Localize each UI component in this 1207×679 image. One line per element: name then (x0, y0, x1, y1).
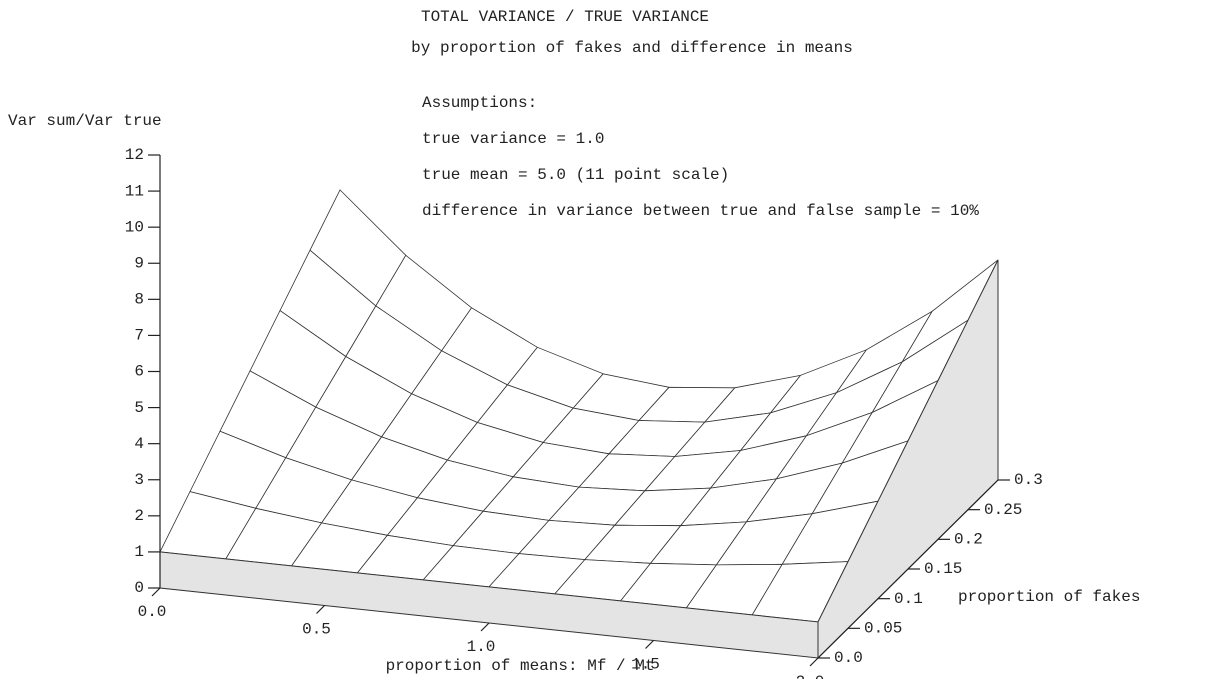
y-tick-label: 0.0 (834, 649, 863, 667)
z-tick-label: 10 (125, 218, 144, 236)
x-tick-label: 2.0 (796, 673, 825, 679)
z-tick-label: 7 (134, 327, 144, 345)
z-tick-label: 4 (134, 435, 144, 453)
y-tick-label: 0.1 (894, 590, 923, 608)
x-tick-label: 1.0 (467, 638, 496, 656)
y-tick-label: 0.2 (954, 531, 983, 549)
y-tick-label: 0.05 (864, 620, 902, 638)
x-tick (151, 587, 161, 597)
annotation: true variance = 1.0 (422, 130, 604, 148)
chart-subtitle: by proportion of fakes and difference in… (411, 39, 853, 57)
y-tick-label: 0.15 (924, 560, 962, 578)
x-tick (316, 605, 325, 614)
z-tick-label: 11 (125, 182, 144, 200)
annotation: Assumptions: (422, 94, 537, 112)
z-tick-label: 1 (134, 543, 144, 561)
x-tick (809, 657, 819, 667)
z-axis-label: Var sum/Var true (8, 112, 162, 130)
z-tick-label: 8 (134, 291, 144, 309)
x-axis-label: proportion of means: Mf / Mt (386, 657, 655, 675)
z-tick-label: 5 (134, 399, 144, 417)
x-tick (480, 622, 490, 632)
z-tick-label: 0 (134, 579, 144, 597)
z-tick-label: 9 (134, 254, 144, 272)
z-tick-label: 6 (134, 363, 144, 381)
x-tick-label: 1.5 (631, 656, 660, 674)
z-tick-label: 2 (134, 507, 144, 525)
annotation: true mean = 5.0 (11 point scale) (422, 166, 729, 184)
x-tick (645, 640, 654, 649)
y-tick-label: 0.25 (984, 501, 1022, 519)
z-tick-label: 3 (134, 471, 144, 489)
y-axis-label: proportion of fakes (958, 588, 1140, 606)
z-tick-label: 12 (125, 146, 144, 164)
y-tick-label: 0.3 (1014, 471, 1043, 489)
x-tick-label: 0.0 (138, 603, 167, 621)
chart-title: TOTAL VARIANCE / TRUE VARIANCE (421, 8, 709, 26)
annotation: difference in variance between true and … (422, 202, 979, 220)
x-tick-label: 0.5 (302, 621, 331, 639)
